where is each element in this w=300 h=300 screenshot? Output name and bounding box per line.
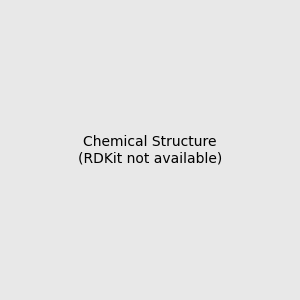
Text: Chemical Structure
(RDKit not available): Chemical Structure (RDKit not available) [78,135,222,165]
